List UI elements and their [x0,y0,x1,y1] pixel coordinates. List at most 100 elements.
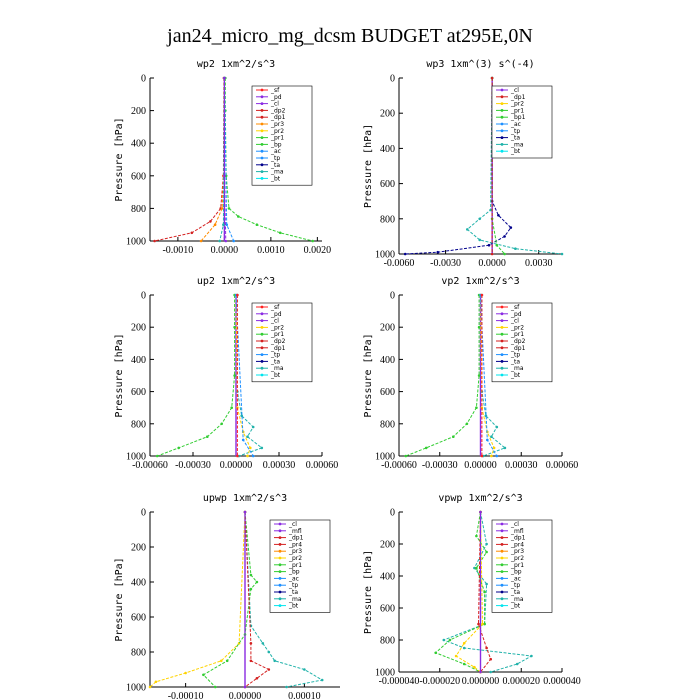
data-point [481,622,484,626]
data-point [237,215,240,218]
series-line [157,295,236,457]
y-tick-label: 800 [131,419,146,430]
legend-entry: _ac [510,121,521,128]
series-line [154,77,225,242]
legend-entry: _tp [510,128,520,135]
data-point [490,76,494,80]
legend-entry: _cl [288,521,297,528]
data-point [452,435,455,439]
y-tick-label: 0 [390,508,395,519]
legend-marker [260,149,264,153]
x-tick-label: 0.0030 [525,258,553,269]
legend-marker [500,590,504,594]
data-point [509,226,513,229]
y-tick-label: 600 [380,387,395,398]
data-point [483,622,486,626]
legend-entry: _bt [270,175,281,182]
data-point [514,247,517,250]
data-point [232,239,235,243]
y-tick-label: 200 [380,109,395,120]
legend-marker [278,583,282,587]
legend-entry: _pr3 [510,548,524,555]
data-point [462,646,466,650]
y-axis-label: Pressure [hPa] [114,117,125,201]
data-point [530,654,533,658]
data-point [249,587,253,591]
legend-entry: _pr3 [270,121,284,128]
data-point [489,657,493,661]
legend-marker [278,570,282,573]
series-line [149,511,246,688]
series-line [442,511,533,673]
data-point [560,252,564,256]
x-tick-label: -0.00030 [175,460,211,471]
legend-entry: _dp1 [510,535,526,542]
legend-marker [260,109,264,112]
legend-marker [278,549,282,553]
y-axis-label: Pressure [hPa] [363,550,374,634]
y-axis-label: Pressure [hPa] [363,124,374,208]
y-tick-label: 400 [380,355,395,366]
y-tick-label: 400 [131,355,146,366]
legend-entry: _pr1 [510,331,524,338]
legend-marker [500,95,504,99]
legend-entry: _bt [510,148,521,155]
legend-entry: _ma [270,365,284,372]
data-point [273,659,277,663]
x-tick-label: 0.00060 [546,460,579,471]
legend-marker [260,326,264,329]
x-tick-label: -0.00010 [168,691,204,700]
data-point [492,446,496,450]
y-tick-label: 600 [131,171,146,182]
series-line [455,511,484,673]
chart-panel: up2 1xm^2/s^3 Pressure [hPa] 0 200 400 600 800… [114,276,338,471]
series-line [223,78,227,242]
legend-entry: _pd [270,94,282,101]
data-point [184,671,187,675]
legend-entry: _tp [510,582,520,589]
data-point [236,454,239,458]
chart-panel: wp2 1xm^2/s^3 Pressure [hPa] 0 200 400 600 800… [114,59,331,256]
data-point [478,238,482,242]
y-tick-label: 0 [390,74,395,85]
legend-entry: _cl [510,87,519,94]
legend-entry: _pr4 [510,541,524,548]
legend-entry: _sf [270,304,280,311]
x-tick-label: -0.00060 [132,460,168,471]
legend-marker [500,143,504,146]
legend-marker [260,373,264,377]
legend-entry: _bt [270,372,281,379]
x-tick-label: 0.0000 [478,258,506,269]
data-point [485,646,488,650]
data-point [479,510,482,514]
legend-marker [278,536,282,539]
data-point [227,207,231,210]
data-point [503,252,506,256]
data-point [462,641,466,645]
chart-title: vpwp 1xm^2/s^3 [438,493,522,504]
chart-title: wp3 1xm^(3) s^(-4) [426,59,534,70]
legend-marker [278,556,282,560]
legend-marker [260,339,264,343]
legend-marker [500,583,504,587]
data-point [489,208,492,212]
data-point [223,174,226,178]
data-point [490,252,494,256]
data-point [303,668,306,671]
legend-marker [260,129,264,133]
data-point [177,446,180,450]
legend-marker [500,109,504,112]
data-point [490,435,493,439]
legend-entry: _ac [270,148,281,155]
legend-entry: _ac [510,575,521,582]
x-tick-label: 0.00060 [306,460,339,471]
y-axis-label: Pressure [hPa] [114,557,125,641]
data-point [255,580,259,584]
legend-entry: _mfl [510,528,524,535]
y-tick-label: 800 [380,214,395,225]
data-point [489,670,493,674]
legend-marker [260,312,264,316]
y-tick-label: 0 [141,508,146,519]
y-tick-label: 400 [380,572,395,583]
y-tick-label: 800 [380,419,395,430]
